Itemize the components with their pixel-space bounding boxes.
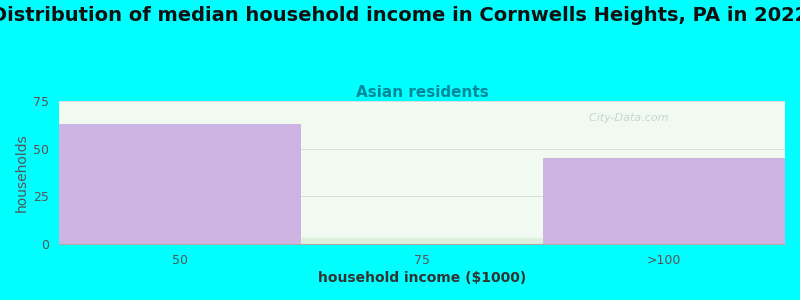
Bar [543,158,785,244]
Y-axis label: households: households [15,133,29,212]
X-axis label: household income ($1000): household income ($1000) [318,271,526,285]
Title: Asian residents: Asian residents [355,85,488,100]
Bar [59,124,301,244]
Bar [301,238,543,244]
Text: Distribution of median household income in Cornwells Heights, PA in 2022: Distribution of median household income … [0,6,800,25]
Text: City-Data.com: City-Data.com [582,112,668,123]
